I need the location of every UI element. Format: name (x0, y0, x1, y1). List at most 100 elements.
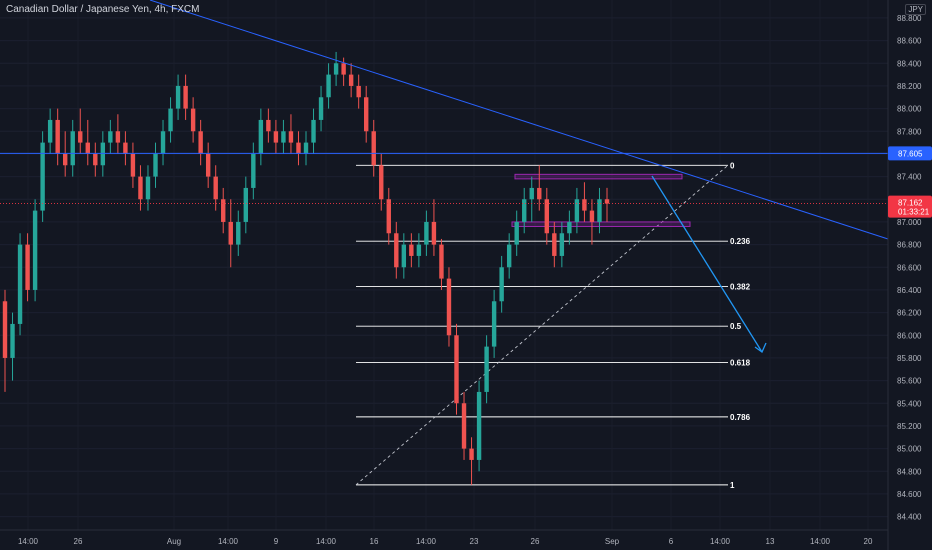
fib-level-label: 1 (730, 481, 735, 490)
fib-level-label: 0.382 (730, 283, 751, 292)
candle (198, 119, 203, 166)
y-tick-label: 88.400 (897, 59, 922, 68)
x-tick-label: 16 (370, 537, 379, 546)
candle-body (469, 448, 474, 460)
candle (537, 165, 542, 211)
candle (552, 221, 557, 268)
y-tick-label: 88.200 (897, 82, 922, 91)
candle (266, 108, 271, 143)
candle-body (213, 176, 218, 200)
fib-level-label: 0.786 (730, 413, 751, 422)
candle-body (296, 142, 301, 154)
candle-body (78, 131, 83, 143)
candle (348, 63, 354, 98)
y-tick-label: 84.800 (897, 467, 922, 476)
candle (296, 131, 301, 166)
time-axis[interactable]: 14:00 26 Aug 14:00 9 14:00 16 14:00 23 26 Sep 6 14:0… (0, 529, 888, 546)
candle-body (439, 244, 444, 279)
trend-drawings[interactable] (0, 0, 889, 353)
x-tick-label: 20 (864, 537, 873, 546)
candle-body (32, 210, 38, 290)
candle-body (446, 278, 452, 336)
candle (288, 114, 294, 154)
candle (574, 187, 580, 234)
candle (205, 142, 211, 188)
range-boxes[interactable] (511, 173, 691, 227)
candle-body (85, 142, 90, 154)
x-tick-label: 9 (274, 537, 279, 546)
y-tick-label: 84.400 (897, 513, 922, 522)
candle-body (40, 142, 45, 211)
candle-body (190, 108, 196, 132)
candle-body (221, 199, 226, 222)
candle (424, 210, 429, 256)
candle (529, 176, 534, 222)
candle (115, 114, 121, 154)
fibonacci-retracement[interactable]: 0 0.236 0.382 0.5 0.618 0.786 1 (355, 161, 751, 490)
candle-body (266, 119, 271, 132)
candle (168, 97, 173, 143)
fib-level-label: 0.618 (730, 358, 751, 367)
y-tick-label: 85.600 (897, 377, 922, 386)
x-tick-label: 14:00 (416, 537, 437, 546)
candle (544, 187, 549, 245)
y-tick-label: 88.600 (897, 37, 922, 46)
candle (145, 165, 151, 211)
candle (138, 165, 143, 211)
y-tick-label: 87.800 (897, 127, 922, 136)
y-tick-label: 85.800 (897, 354, 922, 363)
last-price-tag (888, 195, 932, 218)
candle-body (93, 153, 98, 166)
candle-body (514, 221, 519, 245)
candle (386, 187, 391, 245)
candle (183, 74, 188, 120)
candle (567, 210, 572, 245)
x-tick-label: Sep (605, 537, 620, 546)
candle (228, 199, 233, 268)
candle (273, 119, 279, 154)
candle (318, 85, 324, 132)
candle-body (205, 153, 211, 177)
currency-badge[interactable]: JPY (905, 4, 926, 15)
x-tick-label: 14:00 (18, 537, 39, 546)
candle-body (145, 176, 151, 200)
candle-body (522, 199, 527, 222)
candle-body (100, 142, 106, 166)
candle-body (379, 165, 384, 200)
candle (454, 323, 459, 415)
candle (93, 142, 98, 177)
y-tick-label: 85.000 (897, 445, 922, 454)
candle-body (281, 131, 286, 143)
candle (10, 312, 15, 381)
candle-body (115, 131, 121, 143)
x-tick-label: Aug (167, 537, 181, 546)
x-tick-label: 14:00 (316, 537, 337, 546)
fib-level-label: 0.236 (730, 237, 751, 246)
y-tick-label: 86.000 (897, 331, 922, 340)
x-tick-label: 14:00 (218, 537, 239, 546)
x-tick-label: 14:00 (810, 537, 831, 546)
candle-body (567, 221, 572, 234)
chart-title: Canadian Dollar / Japanese Yen, 4h, FXCM (6, 4, 200, 15)
candle (78, 108, 83, 154)
candle-body (348, 74, 354, 86)
y-tick-label: 88.000 (897, 105, 922, 114)
candle (281, 119, 286, 154)
candle (356, 74, 361, 109)
candle-body (416, 244, 422, 256)
candle (25, 233, 30, 302)
candle-body (552, 233, 557, 256)
candle-body (318, 97, 324, 120)
candle (597, 187, 602, 234)
candle (589, 199, 595, 245)
candle (371, 119, 376, 177)
price-axis[interactable]: 88.800 88.600 88.400 88.200 88.000 87.800 87.6… (887, 0, 922, 550)
candle (303, 131, 309, 166)
candle-body (454, 335, 459, 404)
candle (506, 233, 512, 279)
candle (559, 221, 565, 268)
candle (461, 391, 467, 460)
candle-body (371, 131, 376, 166)
candle-body (356, 85, 361, 98)
